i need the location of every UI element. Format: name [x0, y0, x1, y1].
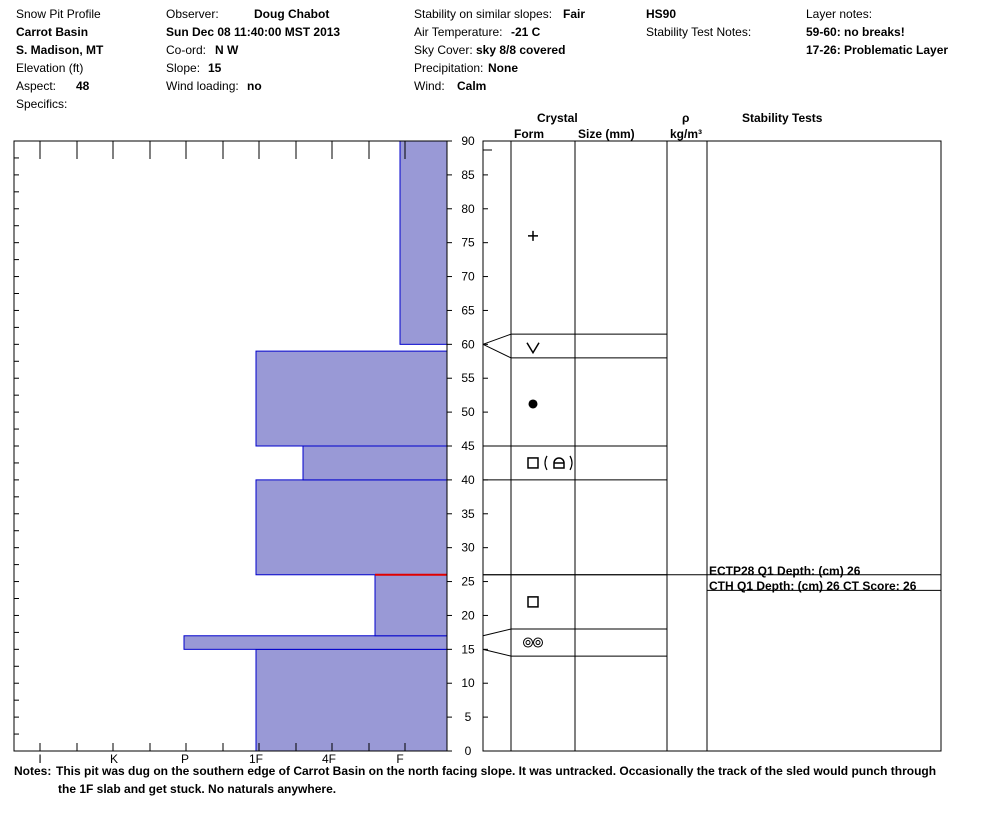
depth-label-40: 40: [461, 473, 475, 487]
depth-label-80: 80: [461, 202, 475, 216]
stability-test-2: CTH Q1 Depth: (cm) 26 CT Score: 26: [709, 579, 917, 593]
notes-label: Notes:: [14, 764, 52, 778]
hardness-label-k: K: [110, 752, 118, 766]
precip-label: Precipitation:: [414, 61, 484, 75]
wind-value: Calm: [457, 79, 487, 93]
layer-notes-label: Layer notes:: [806, 7, 873, 21]
wind-loading-label: Wind loading:: [166, 79, 239, 93]
hardness-label-4f: 4F: [322, 752, 336, 766]
hardness-bar-1: [183, 635, 448, 650]
stability-tests-header: Stability Tests: [742, 111, 823, 125]
slope-value: 15: [208, 61, 222, 75]
notes-line-2: the 1F slab and get stuck. No naturals a…: [58, 782, 337, 796]
stability-label: Stability on similar slopes:: [414, 7, 553, 21]
location: Carrot Basin: [16, 25, 89, 39]
hardness-bars: [183, 140, 448, 752]
precip-value: None: [488, 61, 518, 75]
aspect-value: 48: [76, 79, 90, 93]
density-unit-header: kg/m³: [670, 127, 703, 141]
coord-label: Co-ord:: [166, 43, 207, 57]
depth-axis: 0 5 10 15 20 25 30 35 40 45 50 55 60 65 70 75 80 85 90: [447, 134, 492, 758]
crystal-layer-lines: [482, 333, 941, 657]
surface-hoar-icon: [526, 342, 540, 355]
layer-note-1: 59-60: no breaks!: [806, 25, 905, 39]
faceted-square-icon: [527, 457, 539, 469]
depth-label-45: 45: [461, 439, 475, 453]
hardness-label-f: F: [396, 752, 403, 766]
size-header: Size (mm): [578, 127, 635, 141]
observer-value: Doug Chabot: [254, 7, 330, 21]
sky-label: Sky Cover:: [414, 43, 473, 57]
air-temp-value: -21 C: [511, 25, 541, 39]
crystal-boundary-5: [482, 648, 667, 657]
layer-note-2: 17-26: Problematic Layer: [806, 43, 949, 57]
melt-freeze-icon-2: [533, 637, 543, 648]
sky-value: sky 8/8 covered: [476, 43, 566, 57]
hardness-bar-2: [374, 574, 448, 637]
hardness-label-p: P: [181, 752, 189, 766]
air-temp-label: Air Temperature:: [414, 25, 503, 39]
crystal-header: Crystal: [537, 111, 578, 125]
slope-label: Slope:: [166, 61, 201, 75]
depth-label-50: 50: [461, 405, 475, 419]
new-snow-icon: [528, 230, 538, 241]
depth-label-10: 10: [461, 676, 475, 690]
faceted-icon: [527, 596, 539, 608]
profile-title: Snow Pit Profile: [16, 7, 101, 21]
depth-label-70: 70: [461, 270, 475, 284]
hardness-bar-0: [255, 648, 448, 752]
hardness-label-1f: 1F: [249, 752, 263, 766]
hardness-label-i: I: [38, 752, 41, 766]
notes-line-1: This pit was dug on the southern edge of…: [56, 764, 937, 778]
depth-label-65: 65: [461, 303, 475, 317]
depth-label-55: 55: [461, 371, 475, 385]
rho-header: ρ: [682, 111, 690, 125]
form-header: Form: [514, 127, 544, 141]
wind-label: Wind:: [414, 79, 445, 93]
region: S. Madison, MT: [16, 43, 104, 57]
rounded-grains-icon: [528, 399, 538, 409]
rounding-cap-icon: [553, 457, 565, 469]
depth-label-20: 20: [461, 608, 475, 622]
melt-freeze-inner-icon: [525, 640, 531, 646]
observer-label: Observer:: [166, 7, 219, 21]
close-paren-icon: [569, 455, 573, 471]
hs-value: HS90: [646, 7, 677, 21]
elevation-label: Elevation (ft): [16, 61, 84, 75]
hardness-bar-5: [255, 350, 448, 447]
melt-freeze-inner-icon-2: [535, 640, 541, 646]
depth-label-5: 5: [465, 710, 472, 724]
hardness-bar-3: [255, 479, 448, 576]
specifics-label: Specifics:: [16, 97, 68, 111]
depth-label-60: 60: [461, 337, 475, 351]
depth-label-35: 35: [461, 507, 475, 521]
depth-label-0: 0: [465, 744, 472, 758]
crystal-boundary-1: [482, 343, 667, 359]
depth-label-15: 15: [461, 642, 475, 656]
aspect-label: Aspect:: [16, 79, 57, 93]
crystal-boundary-0: [482, 333, 667, 345]
crystal-icons: [523, 230, 573, 648]
hardness-bar-6: [399, 140, 448, 345]
wind-loading-value: no: [247, 79, 262, 93]
melt-freeze-icon: [523, 637, 533, 648]
stability-test-notes-label: Stability Test Notes:: [646, 25, 752, 39]
depth-label-25: 25: [461, 575, 475, 589]
depth-label-85: 85: [461, 168, 475, 182]
hardness-bar-4: [302, 445, 448, 481]
crystal-boundary-6: [482, 628, 667, 637]
stability-value: Fair: [563, 7, 586, 21]
coord-value: N W: [215, 43, 239, 57]
datetime: Sun Dec 08 11:40:00 MST 2013: [166, 25, 341, 39]
depth-label-75: 75: [461, 236, 475, 250]
depth-label-30: 30: [461, 541, 475, 555]
depth-label-90: 90: [461, 134, 475, 148]
open-paren-icon: [544, 455, 548, 471]
